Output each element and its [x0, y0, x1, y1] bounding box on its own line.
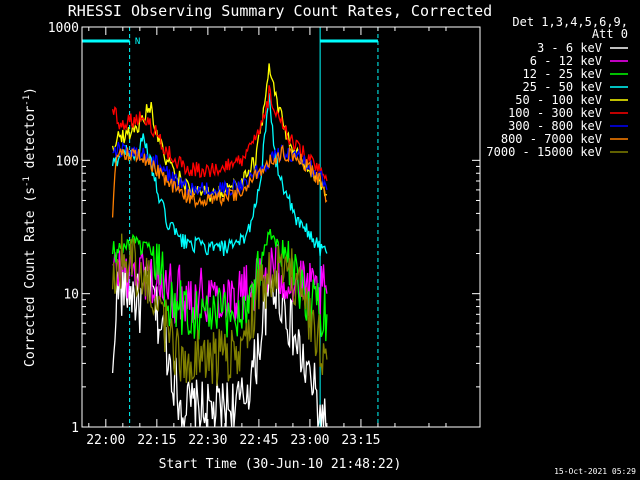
y-tick-label: 1000: [48, 21, 79, 36]
timestamp: 15-Oct-2021 05:29: [554, 467, 636, 476]
legend-entry-label: 800 - 7000 keV: [501, 132, 602, 146]
detectors-label: Det 1,3,4,5,6,9,: [512, 15, 628, 29]
plot-frame: [81, 26, 481, 428]
legend-entry-label: 7000 - 15000 keV: [486, 145, 602, 159]
x-tick-label: 23:15: [341, 433, 380, 448]
series-line: [111, 233, 328, 386]
series-line: [111, 144, 328, 218]
x-tick-label: 22:30: [188, 433, 227, 448]
night-marker-label: N: [135, 37, 140, 47]
x-tick-label: 22:00: [86, 433, 125, 448]
x-tick-label: 22:45: [239, 433, 278, 448]
legend-entry-label: 3 - 6 keV: [537, 41, 602, 55]
y-tick-label: 10: [63, 288, 79, 303]
series-line: [111, 93, 328, 257]
x-axis-label: Start Time (30-Jun-10 21:48:22): [159, 457, 402, 472]
legend-entry-label: 300 - 800 keV: [508, 119, 602, 133]
legend-entry-label: 12 - 25 keV: [523, 67, 602, 81]
plot-area: N 22:00 22:15 22:30 22:45 23:00 23:15 1 10 100 100…: [48, 21, 481, 448]
chart-title: RHESSI Observing Summary Count Rates, Co…: [68, 2, 492, 20]
y-tick-label: 100: [56, 154, 79, 169]
series-line: [111, 85, 328, 182]
attenuator-label: Att 0: [592, 27, 628, 41]
x-tick-label: 22:15: [137, 433, 176, 448]
legend-entry-label: 6 - 12 keV: [530, 54, 602, 68]
x-tick-label: 23:00: [290, 433, 329, 448]
legend-entry-label: 100 - 300 keV: [508, 106, 602, 120]
legend-entry-label: 25 - 50 keV: [523, 80, 602, 94]
y-tick-label: 1: [71, 421, 79, 436]
y-axis-label: Corrected Count Rate (s-1 detector-1): [22, 87, 38, 367]
legend-entry-label: 50 - 100 keV: [515, 93, 602, 107]
series-line: [111, 63, 328, 202]
